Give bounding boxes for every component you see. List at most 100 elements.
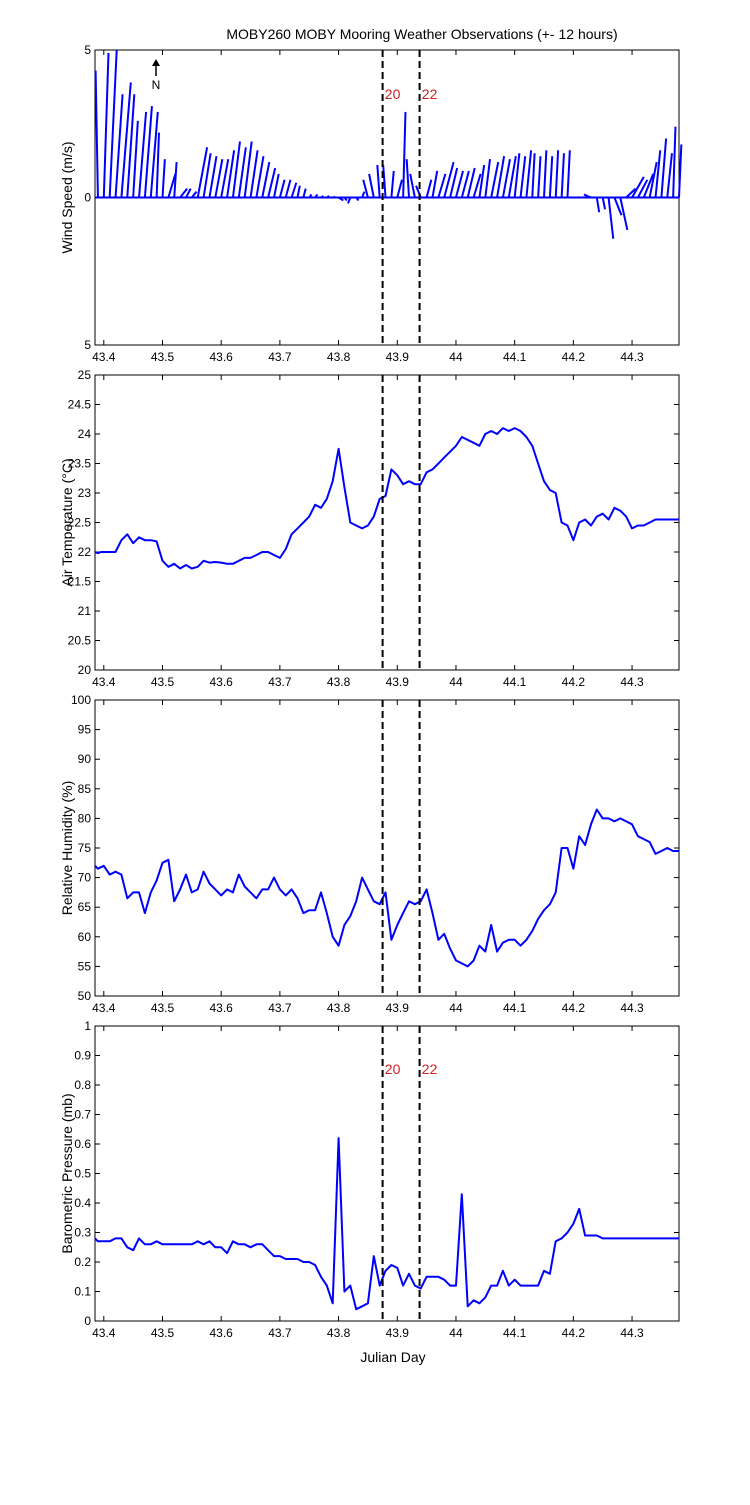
- wind-stick: [672, 126, 677, 198]
- wind-stick: [449, 167, 459, 198]
- wind-stick: [595, 197, 601, 213]
- wind-stick: [548, 156, 554, 198]
- wind-stick: [143, 105, 153, 198]
- wind-stick: [114, 94, 124, 198]
- wind-stick: [666, 153, 673, 198]
- airtemp-series-line: [94, 427, 679, 570]
- airtemp-ytick-label: 21: [78, 604, 92, 618]
- humidity-xtick-label: 43.5: [151, 1001, 175, 1015]
- wind-ytick-label: 5: [84, 43, 91, 57]
- x-axis-label: Julian Day: [360, 1349, 425, 1365]
- wind-stick: [443, 161, 455, 198]
- airtemp-ytick-label: 23: [78, 486, 92, 500]
- wind-vline-label: 22: [422, 86, 438, 102]
- wind-stick: [249, 150, 259, 198]
- wind-vline-label: 20: [385, 86, 401, 102]
- wind-stick: [261, 161, 271, 198]
- wind-stick: [267, 167, 277, 198]
- wind-stick: [155, 132, 160, 198]
- humidity-axes-box: [94, 699, 680, 997]
- airtemp-xtick-label: 44.1: [503, 675, 527, 689]
- wind-stick: [554, 150, 560, 198]
- pressure-ytick-label: 0.6: [74, 1137, 91, 1151]
- humidity-xtick-label: 44.1: [503, 1001, 527, 1015]
- wind-stick: [409, 173, 416, 198]
- wind-stick: [255, 156, 265, 198]
- humidity-ytick-label: 70: [78, 871, 92, 885]
- pressure-ytick-label: 0.8: [74, 1078, 91, 1092]
- humidity-ytick-label: 85: [78, 782, 92, 796]
- wind-xtick-label: 44.3: [620, 350, 644, 364]
- pressure-ytick-label: 1: [84, 1019, 91, 1033]
- wind-stick: [405, 159, 411, 198]
- figure-title: MOBY260 MOBY Mooring Weather Observation…: [226, 26, 617, 42]
- wind-ytick-label: 0: [84, 191, 91, 205]
- wind-stick: [173, 162, 178, 198]
- pressure-xtick-label: 43.6: [210, 1326, 234, 1340]
- airtemp-ytick-label: 21.5: [68, 575, 92, 589]
- wind-stick: [507, 156, 517, 198]
- wind-stick: [425, 179, 433, 198]
- wind-stick: [138, 111, 148, 198]
- wind-stick: [179, 188, 188, 199]
- wind-stick: [167, 173, 177, 198]
- wind-stick: [196, 147, 209, 198]
- airtemp-ytick-label: 25: [78, 368, 92, 382]
- wind-stick: [332, 195, 336, 199]
- wind-stick: [185, 188, 192, 198]
- airtemp-xtick-label: 43.5: [151, 675, 175, 689]
- humidity-xtick-label: 43.9: [386, 1001, 410, 1015]
- wind-stick: [338, 196, 344, 202]
- wind-stick: [191, 190, 198, 199]
- wind-stick: [619, 197, 629, 231]
- wind-stick: [320, 195, 324, 199]
- pressure-xtick-label: 44.1: [503, 1326, 527, 1340]
- wind-stick: [362, 179, 369, 198]
- wind-stick: [607, 197, 615, 239]
- wind-stick: [490, 161, 500, 198]
- pressure-vline-label: 22: [422, 1061, 438, 1077]
- airtemp-xtick-label: 43.7: [268, 675, 292, 689]
- airtemp-xtick-label: 44.2: [562, 675, 586, 689]
- wind-stick: [278, 179, 286, 198]
- wind-stick: [226, 150, 236, 198]
- pressure-y-axis-label: Barometric Pressure (mb): [59, 1093, 75, 1253]
- airtemp-y-axis-label: Air Temperature (°C): [59, 458, 75, 586]
- airtemp-ytick-label: 23.5: [68, 457, 92, 471]
- wind-stick: [149, 111, 159, 198]
- humidity-ytick-label: 90: [78, 752, 92, 766]
- airtemp-panel: 20 20.5 21 21.5 22 22.5 23 23.5 24 24.5 25 43.4 43.5…: [59, 368, 680, 689]
- wind-stick: [678, 144, 683, 198]
- wind-xtick-label: 44.2: [562, 350, 586, 364]
- wind-stick: [501, 158, 511, 198]
- wind-stick: [284, 179, 292, 198]
- wind-stick: [531, 153, 536, 198]
- wind-stick: [431, 170, 439, 198]
- wind-stick: [132, 120, 139, 198]
- humidity-xtick-label: 43.4: [92, 1001, 116, 1015]
- airtemp-ytick-label: 24: [78, 427, 92, 441]
- wind-stick: [108, 49, 118, 198]
- wind-stick: [519, 156, 527, 198]
- humidity-ytick-label: 75: [78, 841, 92, 855]
- humidity-xtick-label: 44: [449, 1001, 463, 1015]
- humidity-panel: 50 55 60 65 70 75 80 85 90 95 100 43.4 43.5 43.6 43.7 4…: [59, 693, 680, 1015]
- wind-stick: [290, 182, 298, 198]
- wind-stick: [102, 52, 110, 198]
- wind-stick: [302, 188, 307, 198]
- wind-stick: [343, 196, 348, 202]
- wind-stick: [631, 176, 645, 198]
- wind-stick: [273, 173, 280, 198]
- humidity-y-axis-label: Relative Humidity (%): [59, 781, 75, 916]
- wind-stick: [314, 193, 319, 199]
- pressure-panel: 0 0.1 0.2 0.3 0.4 0.5 0.6 0.7 0.8 0.9 1 43.4 43.5 43.…: [59, 1019, 680, 1340]
- pressure-xtick-label: 44: [449, 1326, 463, 1340]
- wind-stick: [637, 179, 649, 198]
- pressure-ytick-label: 0.5: [74, 1167, 91, 1181]
- humidity-xtick-label: 43.8: [327, 1001, 351, 1015]
- wind-stick: [126, 94, 136, 198]
- wind-xtick-label: 44: [449, 350, 463, 364]
- wind-stick: [382, 164, 387, 198]
- wind-xtick-label: 43.5: [151, 350, 175, 364]
